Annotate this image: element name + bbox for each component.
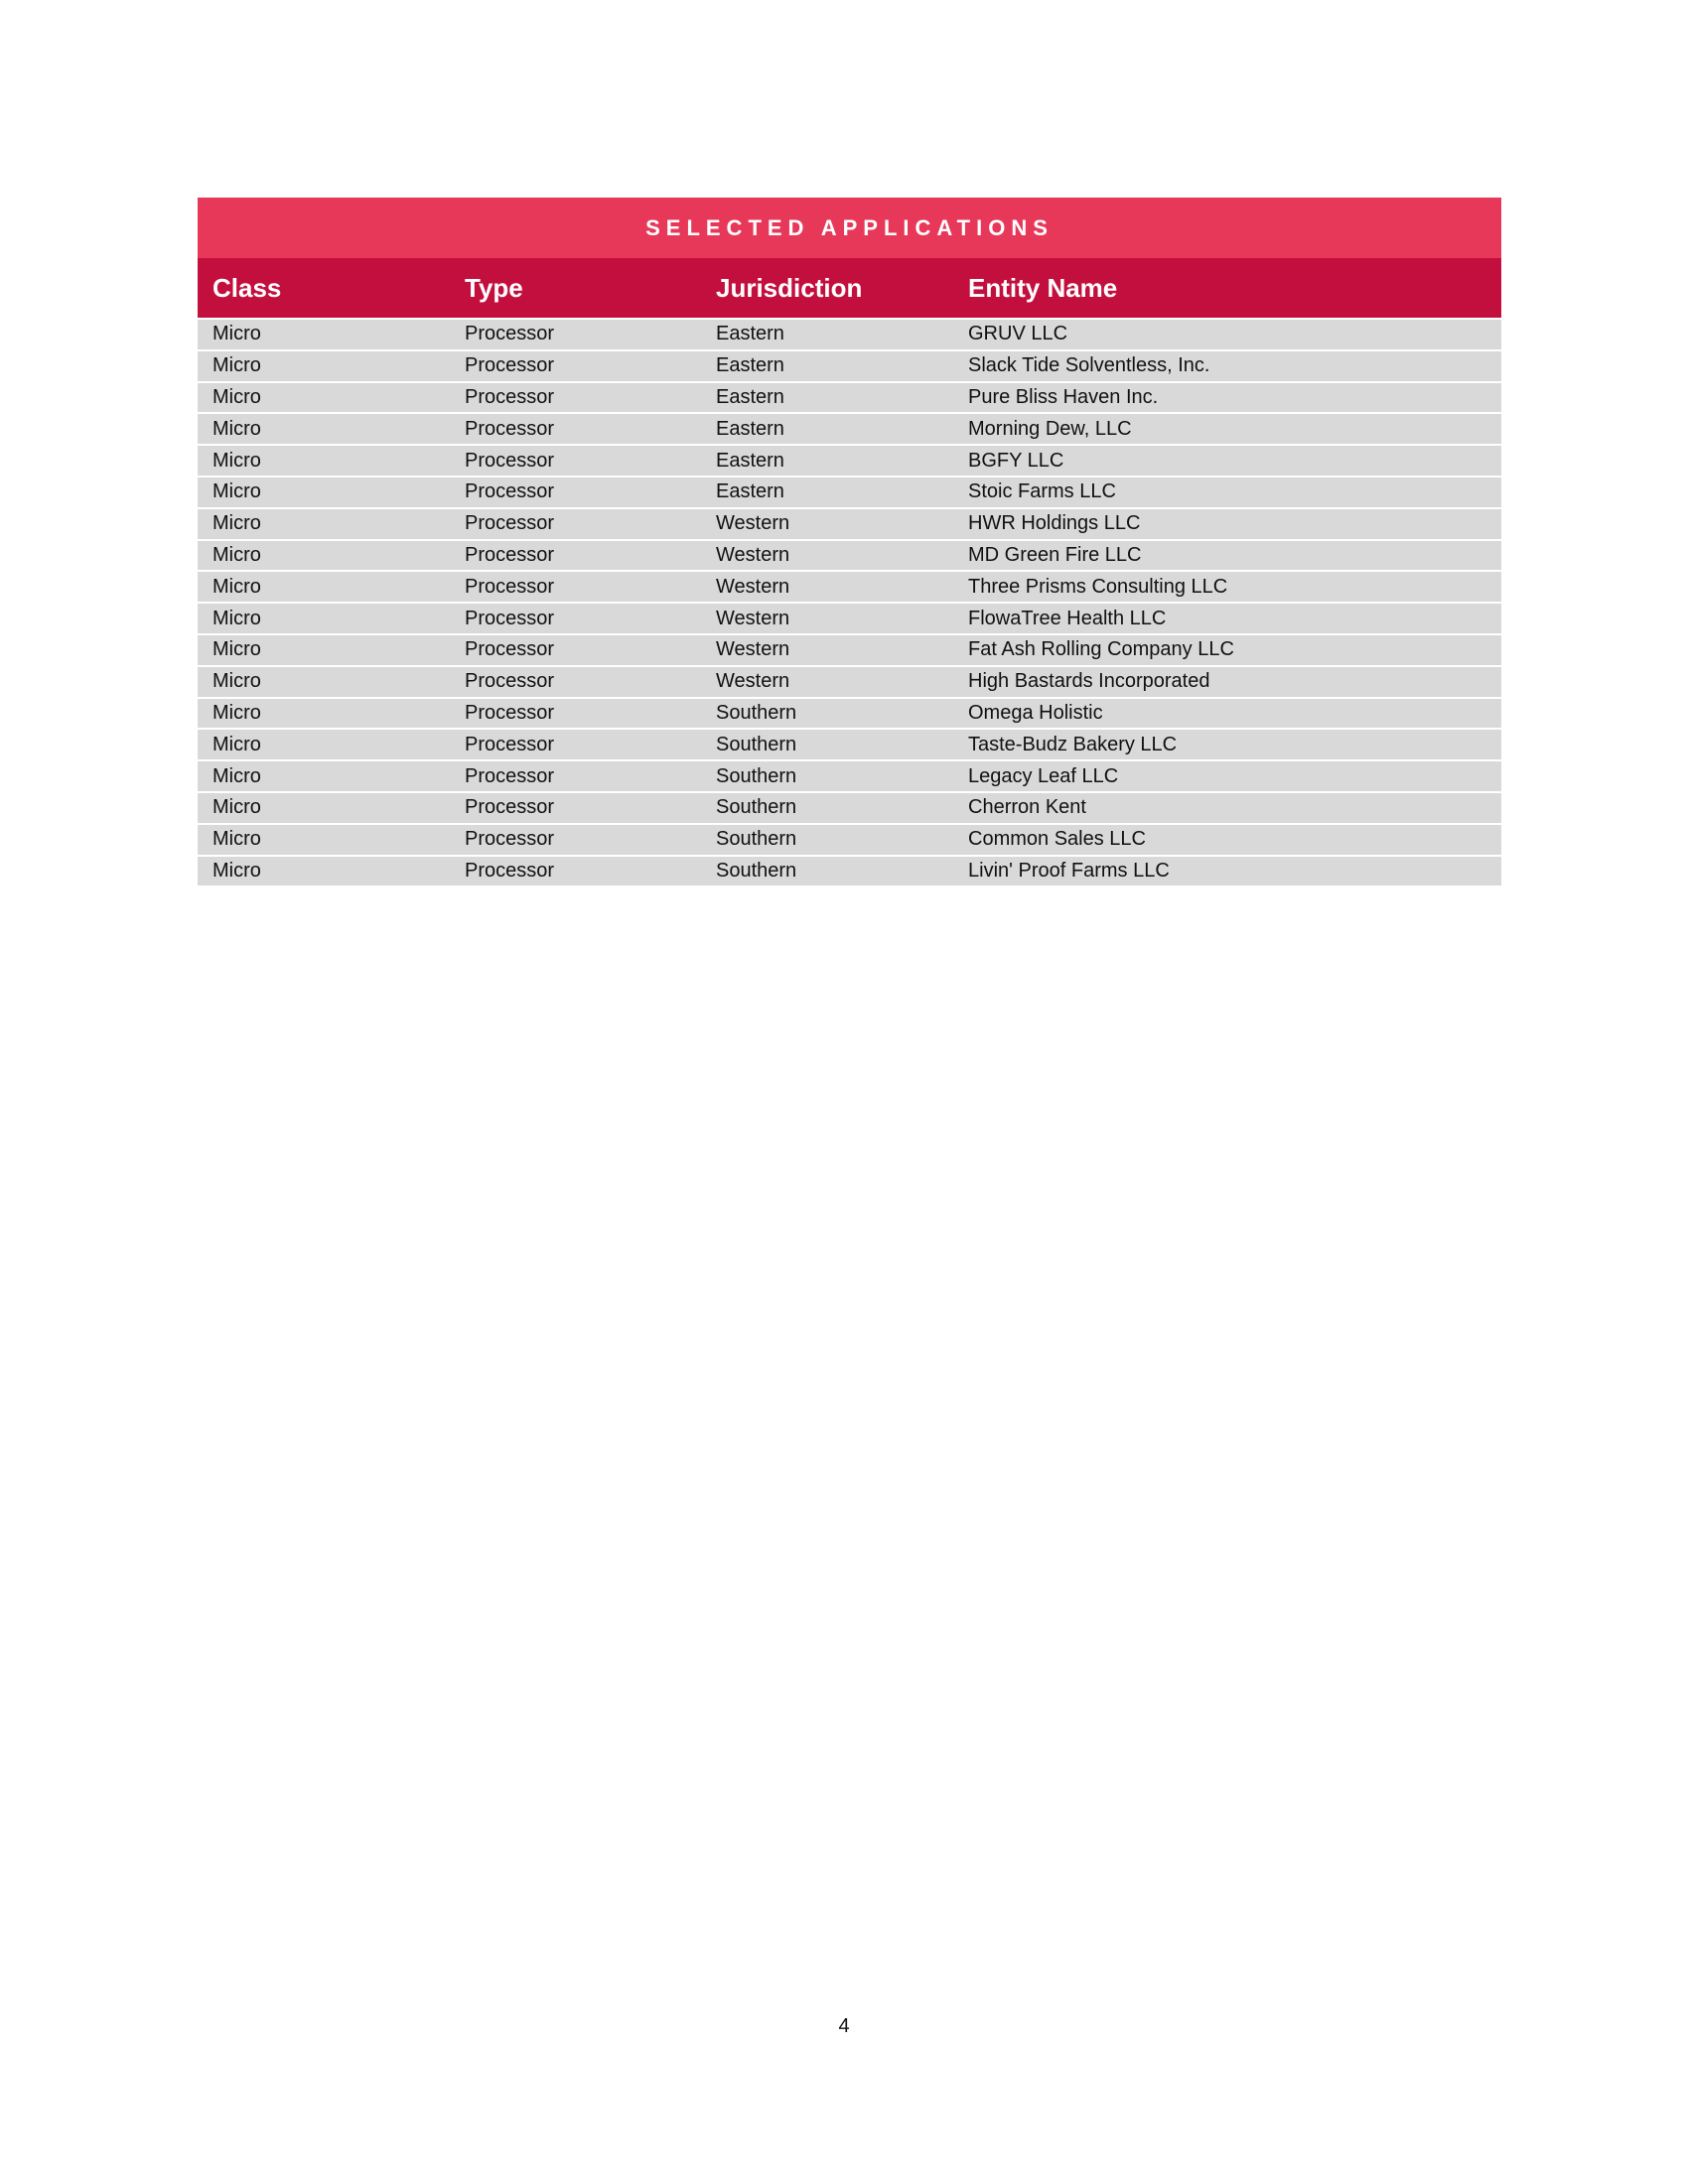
table-body: Micro Processor Eastern GRUV LLC Micro Proces… [198,318,1501,887]
cell-entity-name: Morning Dew, LLC [968,417,1132,440]
cell-entity-name: High Bastards Incorporated [968,670,1210,693]
cell-type: Processor [465,417,555,440]
table-row: Micro Processor Southern Legacy Leaf LLC [198,759,1501,791]
table-row: Micro Processor Western High Bastards Incor… [198,664,1501,697]
cell-entity-name: Pure Bliss Haven Inc. [968,385,1159,408]
cell-entity-name: Common Sales LLC [968,828,1146,851]
column-header-jurisdiction: Jurisdiction [716,272,863,303]
cell-jurisdiction: Western [716,638,790,661]
cell-class: Micro [212,512,261,535]
cell-jurisdiction: Western [716,543,790,566]
cell-jurisdiction: Southern [716,859,797,882]
column-header-class: Class [212,272,282,303]
cell-class: Micro [212,796,261,819]
cell-type: Processor [465,764,555,787]
cell-type: Processor [465,670,555,693]
cell-class: Micro [212,764,261,787]
table-row: Micro Processor Southern Livin' Proof Farms… [198,854,1501,887]
cell-type: Processor [465,449,555,472]
cell-class: Micro [212,449,261,472]
cell-class: Micro [212,859,261,882]
cell-jurisdiction: Eastern [716,323,784,345]
cell-class: Micro [212,323,261,345]
cell-entity-name: BGFY LLC [968,449,1064,472]
cell-class: Micro [212,733,261,755]
cell-entity-name: MD Green Fire LLC [968,543,1142,566]
cell-entity-name: Slack Tide Solventless, Inc. [968,354,1210,377]
cell-jurisdiction: Southern [716,701,797,724]
cell-type: Processor [465,796,555,819]
cell-entity-name: Three Prisms Consulting LLC [968,575,1228,598]
cell-type: Processor [465,543,555,566]
cell-type: Processor [465,859,555,882]
cell-class: Micro [212,638,261,661]
cell-class: Micro [212,575,261,598]
cell-class: Micro [212,828,261,851]
cell-type: Processor [465,512,555,535]
table-row: Micro Processor Southern Cherron Kent [198,790,1501,823]
cell-jurisdiction: Western [716,512,790,535]
cell-class: Micro [212,480,261,503]
cell-jurisdiction: Western [716,575,790,598]
table-row: Micro Processor Southern Common Sales LLC [198,822,1501,855]
cell-type: Processor [465,607,555,629]
cell-jurisdiction: Southern [716,764,797,787]
cell-type: Processor [465,638,555,661]
table-title: SELECTED APPLICATIONS [198,198,1501,258]
table-row: Micro Processor Eastern Stoic Farms LLC [198,475,1501,507]
cell-type: Processor [465,385,555,408]
cell-type: Processor [465,575,555,598]
cell-class: Micro [212,543,261,566]
table-row: Micro Processor Eastern Slack Tide Solventl… [198,348,1501,381]
cell-type: Processor [465,828,555,851]
cell-jurisdiction: Eastern [716,417,784,440]
cell-jurisdiction: Southern [716,828,797,851]
table-row: Micro Processor Western FlowaTree Health LL… [198,602,1501,633]
table-row: Micro Processor Southern Omega Holistic [198,696,1501,729]
cell-entity-name: Taste-Budz Bakery LLC [968,733,1178,755]
cell-entity-name: HWR Holdings LLC [968,512,1141,535]
table-header-row: Class Type Jurisdiction Entity Name [198,258,1501,318]
cell-class: Micro [212,607,261,629]
page-number: 4 [838,2015,850,2037]
cell-entity-name: Stoic Farms LLC [968,480,1116,503]
cell-class: Micro [212,354,261,377]
table-row: Micro Processor Western Three Prisms Consul… [198,570,1501,603]
cell-entity-name: FlowaTree Health LLC [968,607,1167,629]
cell-class: Micro [212,385,261,408]
cell-type: Processor [465,733,555,755]
column-header-type: Type [465,272,523,303]
cell-entity-name: Livin' Proof Farms LLC [968,859,1170,882]
cell-jurisdiction: Eastern [716,385,784,408]
cell-entity-name: Legacy Leaf LLC [968,764,1119,787]
table-row: Micro Processor Western MD Green Fire LLC [198,538,1501,571]
table-row: Micro Processor Eastern GRUV LLC [198,318,1501,349]
cell-entity-name: Cherron Kent [968,796,1086,819]
cell-jurisdiction: Eastern [716,480,784,503]
table-row: Micro Processor Southern Taste-Budz Bakery … [198,728,1501,760]
cell-type: Processor [465,323,555,345]
table-row: Micro Processor Eastern Pure Bliss Haven In… [198,380,1501,413]
table-row: Micro Processor Eastern BGFY LLC [198,444,1501,476]
cell-entity-name: Omega Holistic [968,701,1103,724]
cell-jurisdiction: Southern [716,796,797,819]
table-row: Micro Processor Western HWR Holdings LLC [198,506,1501,539]
cell-entity-name: GRUV LLC [968,323,1068,345]
cell-type: Processor [465,480,555,503]
cell-type: Processor [465,354,555,377]
cell-entity-name: Fat Ash Rolling Company LLC [968,638,1234,661]
column-header-entity-name: Entity Name [968,272,1118,303]
selected-applications-table: SELECTED APPLICATIONS Class Type Jurisdi… [198,198,1501,887]
cell-class: Micro [212,670,261,693]
cell-jurisdiction: Eastern [716,449,784,472]
cell-class: Micro [212,417,261,440]
table-row: Micro Processor Western Fat Ash Rolling Com… [198,632,1501,665]
cell-jurisdiction: Eastern [716,354,784,377]
cell-jurisdiction: Southern [716,733,797,755]
cell-jurisdiction: Western [716,607,790,629]
cell-jurisdiction: Western [716,670,790,693]
cell-type: Processor [465,701,555,724]
table-row: Micro Processor Eastern Morning Dew, LLC [198,412,1501,445]
cell-class: Micro [212,701,261,724]
